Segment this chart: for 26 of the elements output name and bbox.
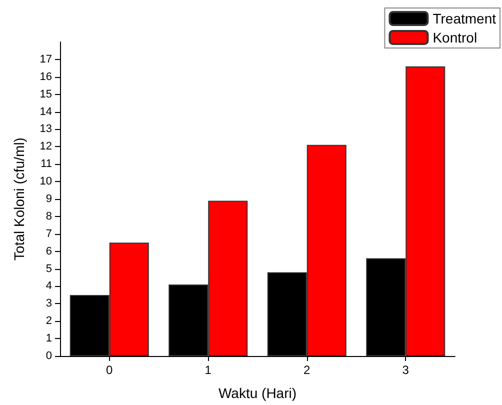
y-axis-title: Total Koloni (cfu/ml)	[11, 138, 27, 260]
y-tick-label: 8	[46, 210, 52, 222]
y-tick-label: 16	[40, 70, 52, 83]
y-tick-label: 12	[40, 140, 52, 153]
y-tick-label: 14	[40, 106, 52, 118]
y-tick-label: 2	[46, 315, 52, 328]
x-tick-label: 0	[106, 363, 114, 377]
y-tick-label: 10	[40, 176, 52, 188]
y-tick-label: 3	[46, 298, 52, 310]
y-tick-label: 0	[46, 350, 52, 362]
x-tick-label: 2	[304, 363, 311, 377]
y-tick-label: 13	[40, 123, 52, 136]
y-tick-label: 11	[40, 158, 52, 170]
x-axis-title: Waktu (Hari)	[218, 385, 297, 401]
y-tick-label: 15	[40, 88, 52, 100]
y-tick-label: 6	[46, 245, 52, 258]
y-tick-label: 9	[46, 193, 52, 205]
legend-label: Treatment	[432, 10, 496, 26]
x-tick-label: 1	[204, 363, 212, 377]
x-tick-label: 3	[402, 363, 410, 377]
y-tick-label: 4	[46, 280, 52, 292]
y-tick-label: 1	[46, 332, 52, 345]
legend-label: Kontrol	[432, 30, 478, 46]
y-tick-label: 7	[46, 228, 52, 240]
y-tick-label: 5	[46, 262, 52, 275]
y-tick-label: 17	[40, 53, 52, 66]
